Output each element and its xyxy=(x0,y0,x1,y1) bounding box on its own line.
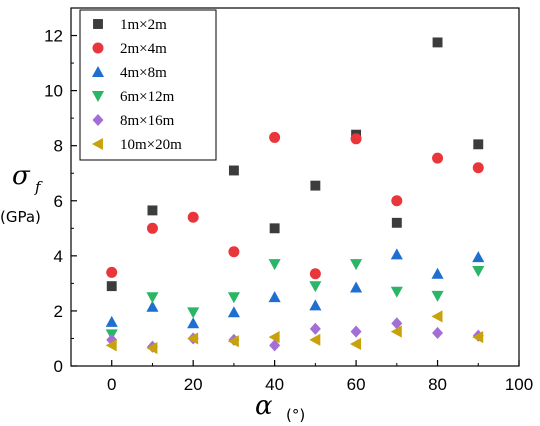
data-point xyxy=(105,315,118,327)
plot-frame xyxy=(70,7,520,367)
data-point xyxy=(350,325,362,338)
data-point xyxy=(473,139,484,150)
data-point xyxy=(309,268,321,280)
data-point xyxy=(472,266,485,278)
data-point xyxy=(431,267,444,279)
data-point xyxy=(350,281,363,293)
data-point xyxy=(106,281,117,292)
data-point xyxy=(269,131,281,143)
x-axis-unit: (°) xyxy=(286,406,305,424)
legend: 1m×2m 2m×4m 4m×8m 6m×12m 8m×16m 10m×20m xyxy=(79,9,217,161)
data-point xyxy=(391,195,403,207)
data-point xyxy=(350,259,363,271)
data-point xyxy=(187,307,200,319)
data-point xyxy=(310,180,321,191)
series-2 xyxy=(106,131,484,280)
data-point xyxy=(146,292,159,304)
data-point xyxy=(309,299,322,311)
data-point xyxy=(472,162,484,174)
y-tick-label: 2 xyxy=(54,302,63,321)
data-point xyxy=(269,339,281,352)
data-point xyxy=(390,248,403,260)
y-axis-label: σ f (GPa) xyxy=(0,161,43,226)
legend-label: 6m×12m xyxy=(120,89,175,105)
x-axis-symbol: α xyxy=(255,391,273,421)
data-point xyxy=(390,286,403,298)
legend-label: 10m×20m xyxy=(120,137,182,153)
series-5 xyxy=(106,317,484,353)
data-point xyxy=(105,339,117,352)
data-point xyxy=(472,331,484,344)
x-tick-label: 0 xyxy=(107,375,116,394)
data-point xyxy=(309,322,321,335)
data-point xyxy=(187,317,200,329)
y-tick-label: 10 xyxy=(44,82,63,101)
y-tick-label: 4 xyxy=(54,247,63,266)
y-tick-label: 6 xyxy=(54,192,63,211)
data-point xyxy=(431,290,444,302)
data-point xyxy=(187,332,199,345)
data-point xyxy=(432,152,444,164)
data-point xyxy=(187,211,199,223)
y-tick-label: 0 xyxy=(54,357,63,376)
data-point xyxy=(391,217,402,228)
y-axis-subscript: f xyxy=(34,178,43,196)
data-point xyxy=(269,223,280,234)
legend-marker xyxy=(91,91,105,103)
data-point xyxy=(228,246,240,258)
legend-label: 8m×16m xyxy=(120,113,175,129)
data-point xyxy=(350,133,362,145)
y-tick-label: 8 xyxy=(54,137,63,156)
data-point xyxy=(146,300,159,312)
legend-marker xyxy=(91,137,103,151)
data-point xyxy=(146,342,158,355)
legend-marker xyxy=(92,113,104,127)
data-point xyxy=(227,306,240,318)
legend-marker xyxy=(92,42,104,54)
series-4 xyxy=(105,259,485,341)
x-tick-label: 60 xyxy=(347,375,366,394)
data-point xyxy=(268,331,280,344)
data-point xyxy=(106,266,118,278)
data-point xyxy=(391,317,403,330)
legend-label: 1m×2m xyxy=(120,17,167,33)
data-point xyxy=(268,259,281,271)
series-3 xyxy=(105,248,485,329)
legend-marker xyxy=(91,65,105,77)
x-tick-label: 80 xyxy=(428,375,447,394)
data-point xyxy=(228,165,239,176)
y-axis-symbol: σ xyxy=(12,161,31,191)
legend-box xyxy=(79,9,217,161)
x-axis-label: α (°) xyxy=(255,391,305,424)
data-point xyxy=(227,335,239,348)
data-point xyxy=(309,333,321,346)
y-axis-unit: (GPa) xyxy=(0,208,41,226)
axis-ticks: 0 20 40 60 80 100 0 2 4 6 8 10 12 xyxy=(44,27,533,394)
x-tick-label: 100 xyxy=(505,375,533,394)
legend-label: 2m×4m xyxy=(120,41,167,57)
x-tick-label: 40 xyxy=(265,375,284,394)
legend-label: 4m×8m xyxy=(120,65,167,81)
y-tick-label: 12 xyxy=(44,27,63,46)
data-point xyxy=(147,205,158,216)
plot-border xyxy=(70,7,520,367)
data-point xyxy=(431,310,443,323)
data-point xyxy=(309,281,322,293)
data-point xyxy=(268,291,281,303)
data-point xyxy=(390,325,402,338)
data-point xyxy=(146,222,158,234)
data-point xyxy=(472,251,485,263)
x-tick-label: 20 xyxy=(184,375,203,394)
legend-marker xyxy=(93,19,103,29)
data-point xyxy=(227,292,240,304)
data-point xyxy=(432,326,444,340)
series-6 xyxy=(105,310,484,355)
data-point xyxy=(432,37,443,48)
data-point xyxy=(350,337,362,351)
